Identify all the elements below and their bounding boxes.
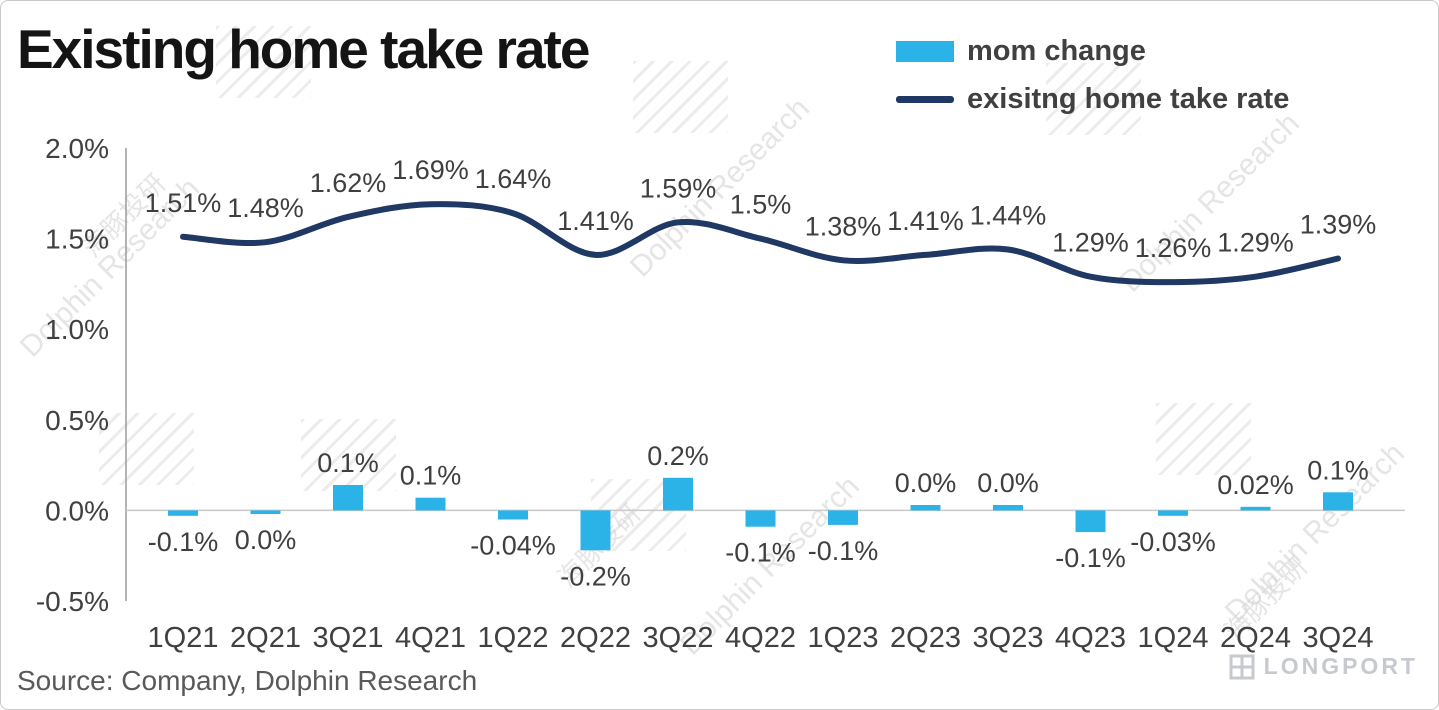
line-label: 1.48% <box>227 193 304 223</box>
bar-label: -0.1% <box>808 536 879 566</box>
bar <box>828 510 858 525</box>
y-tick-label: -0.5% <box>36 586 109 617</box>
bar-label: -0.03% <box>1130 527 1216 557</box>
line-label: 1.64% <box>475 164 552 194</box>
line-label: 1.59% <box>640 173 717 203</box>
x-tick-label: 3Q24 <box>1303 622 1374 654</box>
line-label: 1.38% <box>805 211 882 241</box>
bar <box>1158 510 1188 516</box>
line-label: 1.5% <box>730 190 792 220</box>
watermark-hatch <box>301 419 396 491</box>
bar-label: 0.0% <box>235 525 297 555</box>
x-tick-label: 2Q21 <box>230 622 301 654</box>
line-label: 1.41% <box>557 206 634 236</box>
line-label: 1.69% <box>392 155 469 185</box>
line-path <box>180 201 1341 286</box>
bar-label: -0.1% <box>148 527 219 557</box>
y-tick-label: 0.0% <box>45 495 109 526</box>
watermark-hatch <box>99 413 194 485</box>
longport-logo-text: LONGPORT <box>1263 653 1418 679</box>
line-label: 1.26% <box>1135 233 1212 263</box>
y-tick-label: 1.0% <box>45 314 109 345</box>
bar-label: 0.02% <box>1217 470 1294 500</box>
longport-logo: LONGPORT <box>1229 653 1418 680</box>
bar-label: -0.1% <box>1055 543 1126 573</box>
line-label: 1.39% <box>1300 210 1377 240</box>
bar-label: -0.2% <box>560 561 631 591</box>
bar <box>1323 492 1353 511</box>
line-swatch <box>896 96 954 103</box>
bar <box>1240 506 1271 511</box>
x-tick-label: 2Q22 <box>560 622 631 654</box>
y-tick-label: 1.5% <box>45 224 109 255</box>
legend: mom change exisitng home take rate <box>896 35 1289 116</box>
x-tick-label: 4Q22 <box>725 622 796 654</box>
line-label: 1.29% <box>1217 228 1294 258</box>
bar <box>580 510 611 551</box>
x-tick-label: 3Q23 <box>973 622 1044 654</box>
x-tick-label: 1Q24 <box>1138 622 1209 654</box>
line-label: 1.44% <box>970 201 1047 231</box>
x-tick-label: 1Q21 <box>148 622 219 654</box>
source-note: Source: Company, Dolphin Research <box>17 665 478 696</box>
bar <box>168 510 198 516</box>
bar <box>993 505 1023 511</box>
bar <box>910 505 941 511</box>
y-tick-label: 2.0% <box>45 133 109 164</box>
watermark-hatch <box>216 26 311 98</box>
line-label: 1.41% <box>887 206 964 236</box>
y-tick-label: 0.5% <box>45 405 109 436</box>
x-tick-label: 4Q21 <box>395 622 466 654</box>
bar <box>250 510 281 514</box>
bar <box>663 477 693 511</box>
bar-label: 0.1% <box>317 448 379 478</box>
bar-label: 0.1% <box>1307 455 1369 485</box>
legend-label: mom change <box>967 35 1146 67</box>
bar <box>498 510 528 520</box>
legend-item-take-rate: exisitng home take rate <box>896 83 1289 116</box>
x-tick-label: 2Q24 <box>1220 622 1291 654</box>
line-label: 1.51% <box>145 188 222 218</box>
bar-label: -0.1% <box>725 538 796 568</box>
bar <box>333 485 363 511</box>
line-label: 1.62% <box>310 168 387 198</box>
bar <box>745 510 776 527</box>
bar <box>415 497 446 511</box>
line-label: 1.29% <box>1052 228 1129 258</box>
bar-label: 0.1% <box>400 461 462 491</box>
x-tick-label: 2Q23 <box>890 622 961 654</box>
x-tick-label: 4Q23 <box>1055 622 1126 654</box>
legend-label: exisitng home take rate <box>967 83 1290 115</box>
chart-title: Existing home take rate <box>17 18 590 80</box>
watermark-hatch <box>1046 63 1141 135</box>
bar-label: 0.0% <box>895 468 957 498</box>
watermark-hatch <box>1156 403 1251 475</box>
longport-logo-icon <box>1229 654 1255 679</box>
bar-label: 0.0% <box>977 468 1039 498</box>
watermark-hatch <box>633 61 728 133</box>
bar-label: 0.2% <box>647 441 709 471</box>
bar-label: -0.04% <box>470 531 556 561</box>
bar-swatch <box>896 41 954 62</box>
x-tick-label: 3Q22 <box>643 622 714 654</box>
bar <box>1075 510 1106 533</box>
x-tick-label: 3Q21 <box>313 622 384 654</box>
x-tick-label: 1Q22 <box>478 622 549 654</box>
x-tick-label: 1Q23 <box>808 622 879 654</box>
legend-item-mom-change: mom change <box>896 35 1289 68</box>
